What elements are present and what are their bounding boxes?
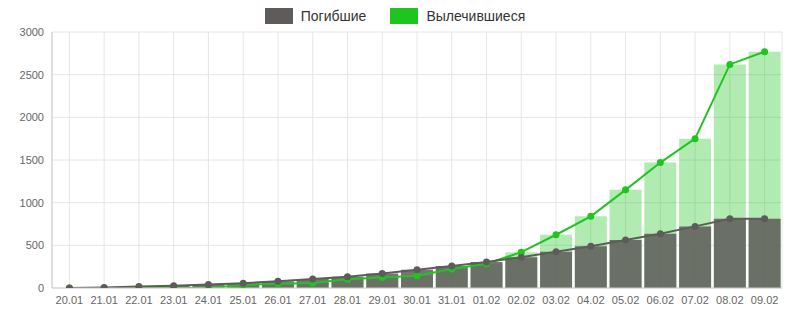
svg-text:21.01: 21.01: [90, 294, 118, 306]
svg-text:29.01: 29.01: [368, 294, 396, 306]
svg-text:0: 0: [38, 282, 44, 294]
svg-text:03.02: 03.02: [542, 294, 570, 306]
svg-text:01.02: 01.02: [473, 294, 501, 306]
svg-text:1500: 1500: [20, 154, 44, 166]
svg-text:31.01: 31.01: [438, 294, 466, 306]
svg-text:1000: 1000: [20, 197, 44, 209]
svg-text:04.02: 04.02: [577, 294, 605, 306]
svg-text:30.01: 30.01: [403, 294, 431, 306]
svg-text:500: 500: [26, 239, 44, 251]
svg-text:23.01: 23.01: [160, 294, 188, 306]
svg-text:24.01: 24.01: [195, 294, 223, 306]
svg-text:08.02: 08.02: [716, 294, 744, 306]
svg-text:28.01: 28.01: [334, 294, 362, 306]
svg-text:06.02: 06.02: [647, 294, 675, 306]
svg-text:26.01: 26.01: [264, 294, 292, 306]
svg-text:20.01: 20.01: [56, 294, 84, 306]
svg-text:27.01: 27.01: [299, 294, 327, 306]
svg-text:09.02: 09.02: [751, 294, 779, 306]
svg-text:05.02: 05.02: [612, 294, 640, 306]
svg-text:2000: 2000: [20, 111, 44, 123]
svg-text:07.02: 07.02: [681, 294, 709, 306]
html-text:Вылечившиеся: Вылечившиеся: [426, 8, 526, 24]
svg-text:22.01: 22.01: [125, 294, 153, 306]
svg-text:3000: 3000: [20, 26, 44, 38]
svg-text:25.01: 25.01: [229, 294, 257, 306]
svg-text:2500: 2500: [20, 69, 44, 81]
html-text:Погибшие: Погибшие: [300, 8, 367, 24]
svg-text:02.02: 02.02: [508, 294, 536, 306]
